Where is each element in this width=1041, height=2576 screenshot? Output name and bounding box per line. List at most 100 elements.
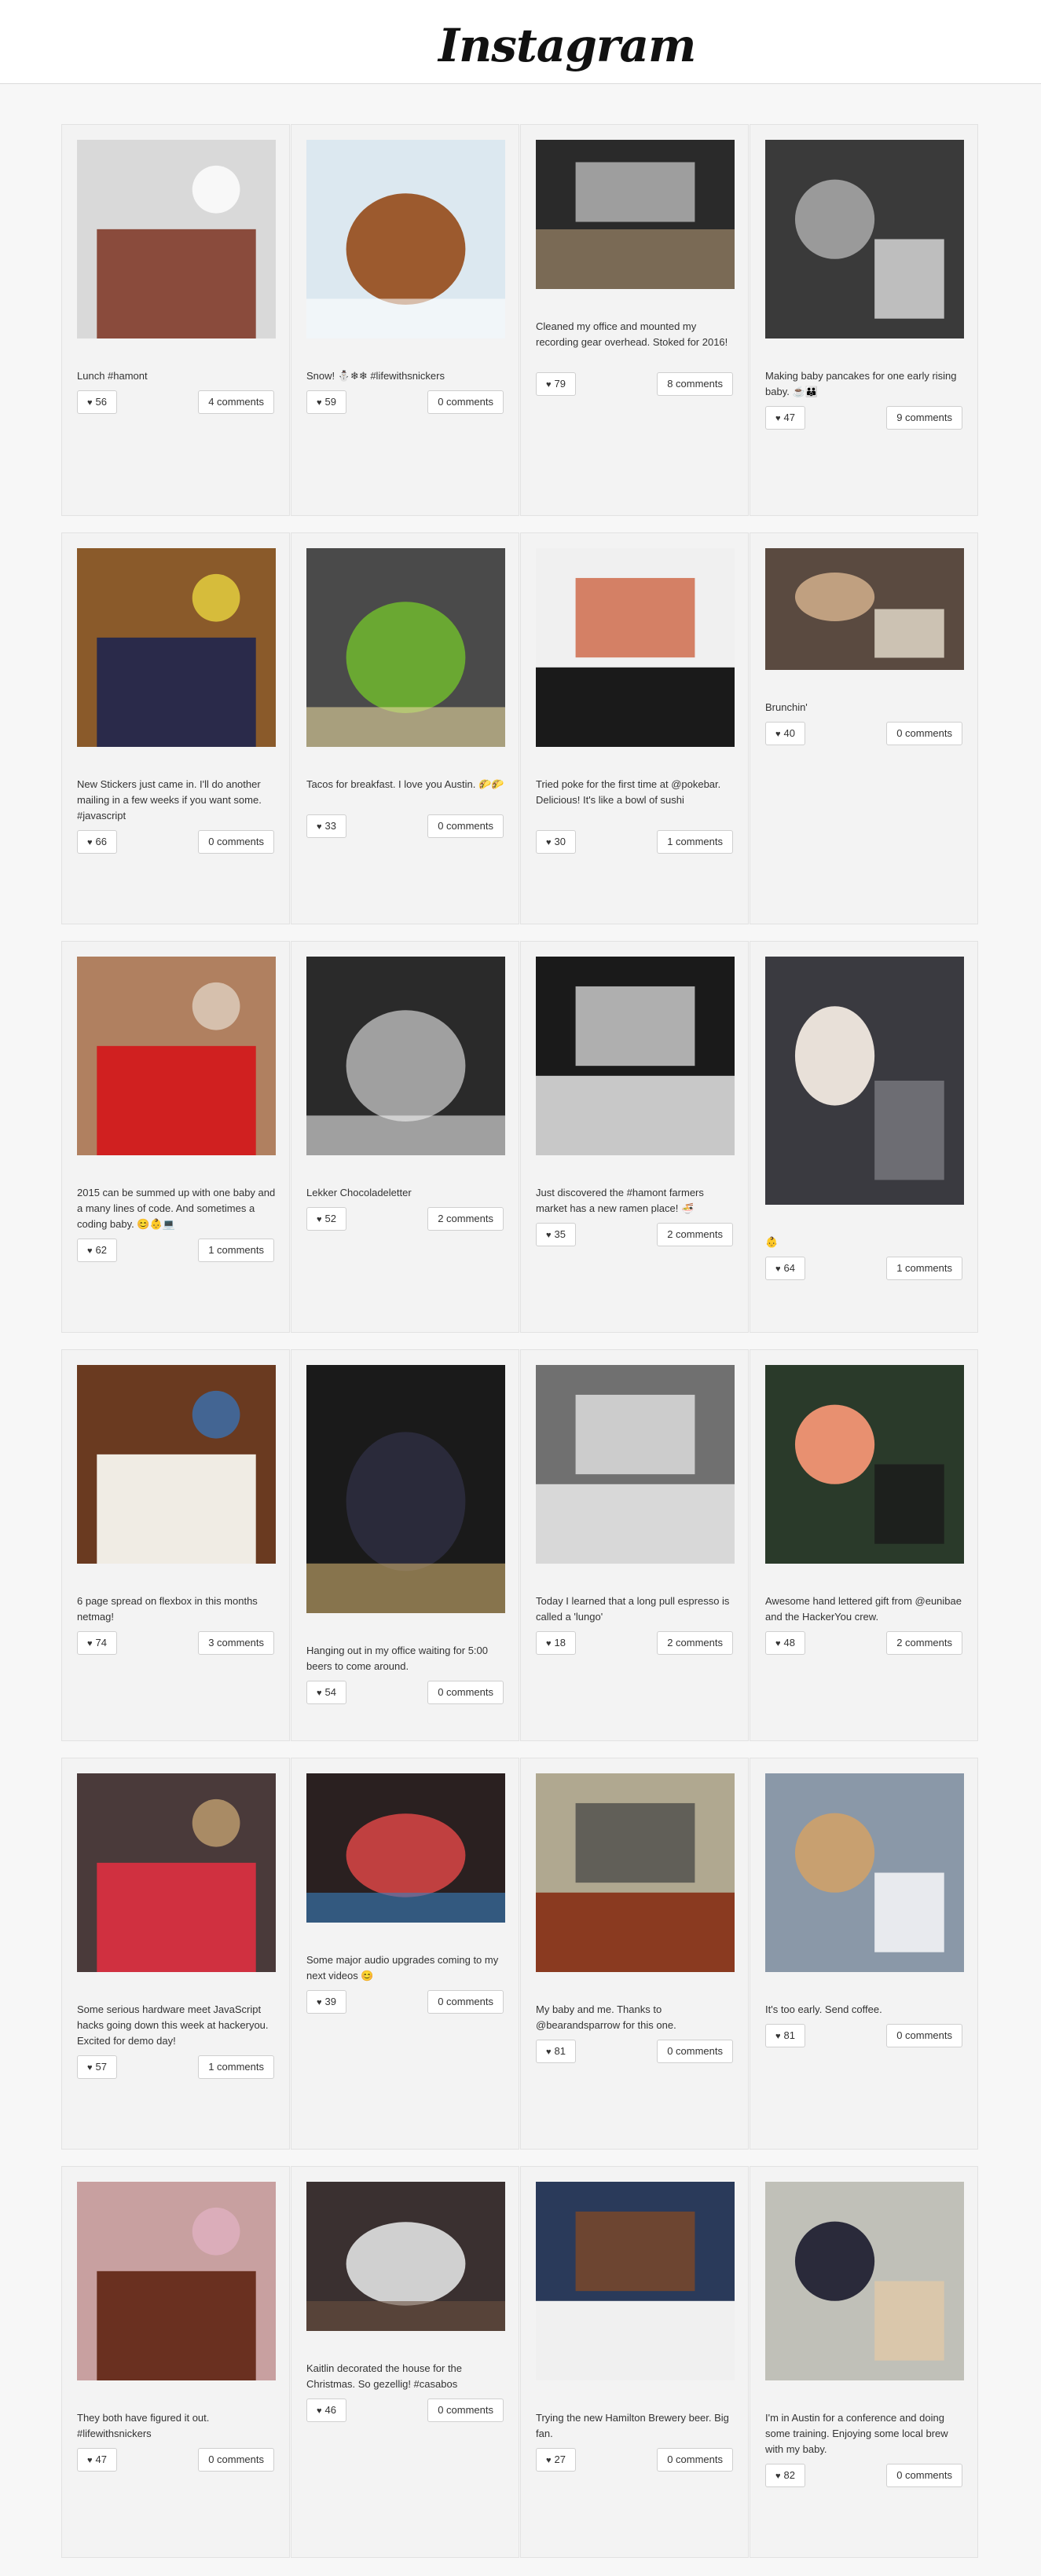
- post-photo[interactable]: [77, 140, 276, 338]
- comments-button[interactable]: 0 comments: [427, 1681, 504, 1704]
- comments-button[interactable]: 4 comments: [198, 390, 274, 414]
- post-caption: Brunchin': [765, 701, 808, 713]
- comments-button[interactable]: 2 comments: [886, 1631, 962, 1655]
- post-caption: Kaitlin decorated the house for the Chri…: [306, 2362, 463, 2390]
- post-caption: Awesome hand lettered gift from @eunibae…: [765, 1595, 962, 1623]
- heart-icon: ♥: [87, 398, 93, 408]
- post-photo[interactable]: [765, 1365, 964, 1564]
- comments-button[interactable]: 3 comments: [198, 1631, 274, 1655]
- brand-logo[interactable]: Instagram: [424, 14, 696, 77]
- likes-button[interactable]: ♥ 79: [536, 372, 576, 396]
- comments-button[interactable]: 0 comments: [886, 2464, 962, 2487]
- post-card: They both have figured it out. #lifewith…: [61, 2166, 290, 2558]
- comments-button[interactable]: 0 comments: [657, 2448, 733, 2472]
- likes-button[interactable]: ♥ 56: [77, 390, 117, 414]
- post-photo[interactable]: [536, 2182, 735, 2380]
- comments-button[interactable]: 0 comments: [427, 1990, 504, 2014]
- post-photo[interactable]: [765, 2182, 964, 2380]
- comments-button[interactable]: 9 comments: [886, 406, 962, 430]
- post-photo[interactable]: [536, 1773, 735, 1972]
- likes-button[interactable]: ♥ 54: [306, 1681, 346, 1704]
- likes-button[interactable]: ♥ 66: [77, 830, 117, 854]
- comments-button[interactable]: 0 comments: [198, 830, 274, 854]
- post-photo[interactable]: [306, 548, 505, 747]
- likes-button[interactable]: ♥ 46: [306, 2399, 346, 2422]
- heart-icon: ♥: [87, 1246, 93, 1256]
- heart-icon: ♥: [87, 838, 93, 847]
- comments-button[interactable]: 2 comments: [657, 1223, 733, 1246]
- post-photo[interactable]: [765, 140, 964, 338]
- likes-button[interactable]: ♥ 27: [536, 2448, 576, 2472]
- comments-button[interactable]: 1 comments: [886, 1257, 962, 1280]
- likes-button[interactable]: ♥ 59: [306, 390, 346, 414]
- likes-button[interactable]: ♥ 30: [536, 830, 576, 854]
- heart-icon: ♥: [775, 1264, 781, 1274]
- comments-button[interactable]: 1 comments: [198, 2055, 274, 2079]
- comments-button[interactable]: 0 comments: [427, 390, 504, 414]
- likes-button[interactable]: ♥ 57: [77, 2055, 117, 2079]
- likes-button[interactable]: ♥ 81: [536, 2040, 576, 2063]
- likes-button[interactable]: ♥ 33: [306, 814, 346, 838]
- likes-button[interactable]: ♥ 40: [765, 722, 805, 745]
- likes-count: 64: [783, 1262, 795, 1274]
- post-photo[interactable]: [306, 140, 505, 338]
- comments-button[interactable]: 2 comments: [657, 1631, 733, 1655]
- post-photo[interactable]: [77, 957, 276, 1155]
- likes-button[interactable]: ♥ 35: [536, 1223, 576, 1246]
- heart-icon: ♥: [775, 414, 781, 423]
- comments-button[interactable]: 1 comments: [657, 830, 733, 854]
- post-card: Lunch #hamont ♥ 56 4 comments: [61, 124, 290, 516]
- post-photo[interactable]: [77, 2182, 276, 2380]
- likes-button[interactable]: ♥ 62: [77, 1239, 117, 1262]
- comments-button[interactable]: 0 comments: [657, 2040, 733, 2063]
- post-caption: Some serious hardware meet JavaScript ha…: [77, 2003, 269, 2047]
- heart-icon: ♥: [317, 1689, 322, 1698]
- likes-count: 39: [324, 1996, 336, 2007]
- post-photo[interactable]: [306, 1365, 505, 1613]
- post-photo[interactable]: [536, 140, 735, 289]
- post-photo[interactable]: [77, 1773, 276, 1972]
- heart-icon: ♥: [317, 398, 322, 408]
- comments-button[interactable]: 0 comments: [427, 814, 504, 838]
- comments-button[interactable]: 0 comments: [886, 2024, 962, 2047]
- post-caption: New Stickers just came in. I'll do anoth…: [77, 778, 262, 821]
- post-photo[interactable]: [765, 1773, 964, 1972]
- likes-button[interactable]: ♥ 52: [306, 1207, 346, 1231]
- heart-icon: ♥: [546, 2456, 552, 2465]
- post-caption: Today I learned that a long pull espress…: [536, 1595, 730, 1623]
- comments-button[interactable]: 0 comments: [198, 2448, 274, 2472]
- likes-button[interactable]: ♥ 18: [536, 1631, 576, 1655]
- post-photo[interactable]: [765, 548, 964, 670]
- likes-count: 81: [783, 2029, 795, 2041]
- comments-button[interactable]: 8 comments: [657, 372, 733, 396]
- post-photo[interactable]: [536, 548, 735, 747]
- post-card: 2015 can be summed up with one baby and …: [61, 941, 290, 1333]
- post-card: It's too early. Send coffee. ♥ 81 0 comment…: [750, 1758, 978, 2150]
- post-caption: Just discovered the #hamont farmers mark…: [536, 1187, 704, 1214]
- post-photo[interactable]: [306, 1773, 505, 1923]
- post-photo[interactable]: [765, 957, 964, 1205]
- comments-button[interactable]: 0 comments: [427, 2399, 504, 2422]
- post-caption: They both have figured it out. #lifewith…: [77, 2412, 210, 2439]
- likes-button[interactable]: ♥ 48: [765, 1631, 805, 1655]
- post-photo[interactable]: [77, 1365, 276, 1564]
- post-photo[interactable]: [306, 2182, 505, 2331]
- comments-button[interactable]: 2 comments: [427, 1207, 504, 1231]
- likes-button[interactable]: ♥ 47: [765, 406, 805, 430]
- post-photo[interactable]: [77, 548, 276, 747]
- post-card: Brunchin' ♥ 40 0 comments: [750, 532, 978, 924]
- heart-icon: ♥: [87, 1639, 93, 1648]
- likes-button[interactable]: ♥ 74: [77, 1631, 117, 1655]
- heart-icon: ♥: [317, 2406, 322, 2416]
- post-photo[interactable]: [536, 1365, 735, 1564]
- post-photo[interactable]: [306, 957, 505, 1155]
- likes-button[interactable]: ♥ 39: [306, 1990, 346, 2014]
- comments-button[interactable]: 1 comments: [198, 1239, 274, 1262]
- post-photo[interactable]: [536, 957, 735, 1155]
- comments-button[interactable]: 0 comments: [886, 722, 962, 745]
- likes-button[interactable]: ♥ 82: [765, 2464, 805, 2487]
- likes-button[interactable]: ♥ 47: [77, 2448, 117, 2472]
- likes-button[interactable]: ♥ 64: [765, 1257, 805, 1280]
- likes-count: 82: [783, 2469, 795, 2481]
- likes-button[interactable]: ♥ 81: [765, 2024, 805, 2047]
